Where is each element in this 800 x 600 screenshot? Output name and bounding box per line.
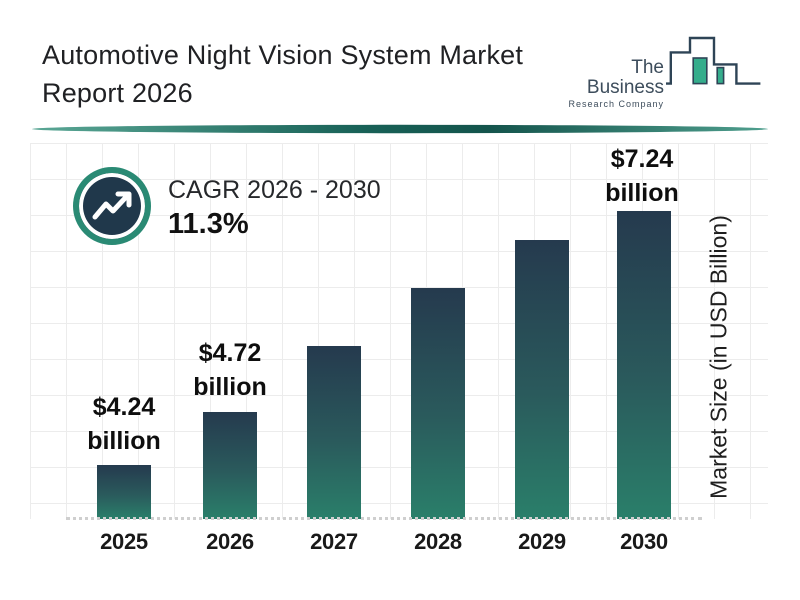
- y-axis-label: Market Size (in USD Billion): [705, 215, 732, 499]
- value-label-2026-unit: billion: [193, 373, 267, 401]
- cagr-value: 11.3%: [168, 208, 249, 240]
- cagr-period-label: CAGR 2026 - 2030: [168, 176, 381, 204]
- x-axis-label-2027: 2027: [310, 529, 358, 554]
- axis-baseline: [66, 517, 702, 520]
- bar-chart-logo-icon: [666, 36, 761, 85]
- company-logo-subname: Research Company: [568, 99, 664, 109]
- value-label-2026: $4.72 billion: [165, 336, 295, 404]
- value-label-2030-amount: $7.24: [610, 145, 674, 173]
- company-logo: The Business Research Company: [552, 30, 772, 110]
- value-label-2026-amount: $4.72: [198, 339, 262, 367]
- company-logo-text: The Business Research Company: [552, 57, 664, 110]
- x-axis-label-2025: 2025: [100, 529, 148, 554]
- value-label-2025-amount: $4.24: [92, 393, 156, 421]
- bar-2029: [515, 240, 569, 519]
- bar-2025: [97, 465, 151, 519]
- bar-2028: [411, 288, 465, 519]
- x-axis-label-2029: 2029: [518, 529, 566, 554]
- page-title-line1: Automotive Night Vision System Market: [42, 40, 524, 70]
- company-logo-name: The Business: [586, 57, 664, 98]
- bar-2026: [203, 412, 257, 519]
- value-label-2030: $7.24 billion: [577, 142, 707, 210]
- x-axis-label-2026: 2026: [206, 529, 254, 554]
- divider-line: [32, 124, 768, 134]
- value-label-2025-unit: billion: [87, 427, 161, 455]
- trend-up-arrow-icon: [92, 191, 132, 220]
- bar-2030: [617, 211, 671, 519]
- page-title: Automotive Night Vision System Market Re…: [42, 36, 562, 112]
- cagr-badge: [73, 167, 151, 245]
- value-label-2025: $4.24 billion: [59, 390, 189, 458]
- bar-2027: [307, 346, 361, 519]
- value-label-2030-unit: billion: [605, 179, 679, 207]
- x-axis-label-2028: 2028: [414, 529, 462, 554]
- x-axis-label-2030: 2030: [620, 529, 668, 554]
- page-title-line2: Report 2026: [42, 78, 193, 108]
